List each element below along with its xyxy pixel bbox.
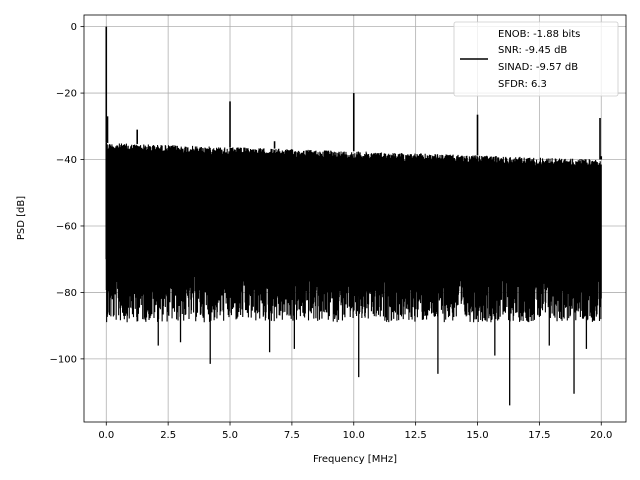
x-tick-label: 15.0 [466,430,488,441]
x-tick-label: 20.0 [590,430,612,441]
legend-text-sinad: SINAD: -9.57 dB [498,62,578,73]
legend: ENOB: -1.88 bits SNR: -9.45 dB SINAD: -9… [453,21,619,97]
legend-text-sfdr: SFDR: 6.3 [498,79,547,90]
axes-frame [83,14,627,423]
legend-text-snr: SNR: -9.45 dB [498,45,567,56]
x-tick-label: 17.5 [528,430,550,441]
legend-box [453,21,619,97]
x-axis-label: Frequency [MHz] [313,454,397,465]
y-axis-label: PSD [dB] [16,196,27,240]
y-tick-label: 0 [71,22,77,33]
y-tick-label: −100 [50,354,77,365]
ticks: 0.0 2.5 5.0 7.5 10.0 12.5 15.0 17.5 20.0 0 −20 −40 −… [50,22,613,441]
x-tick-label: 0.0 [98,430,114,441]
y-tick-label: −40 [56,155,77,166]
x-tick-label: 2.5 [160,430,176,441]
plot-area [105,26,603,406]
x-tick-label: 12.5 [405,430,427,441]
psd-noise-band [106,152,602,263]
x-tick-label: 7.5 [284,430,300,441]
legend-text-enob: ENOB: -1.88 bits [498,29,580,40]
y-tick-label: −80 [56,288,77,299]
x-tick-label: 10.0 [343,430,365,441]
y-tick-label: −60 [56,221,77,232]
series-layer [105,26,603,406]
y-tick-label: −20 [56,89,77,100]
x-tick-label: 5.0 [222,430,238,441]
